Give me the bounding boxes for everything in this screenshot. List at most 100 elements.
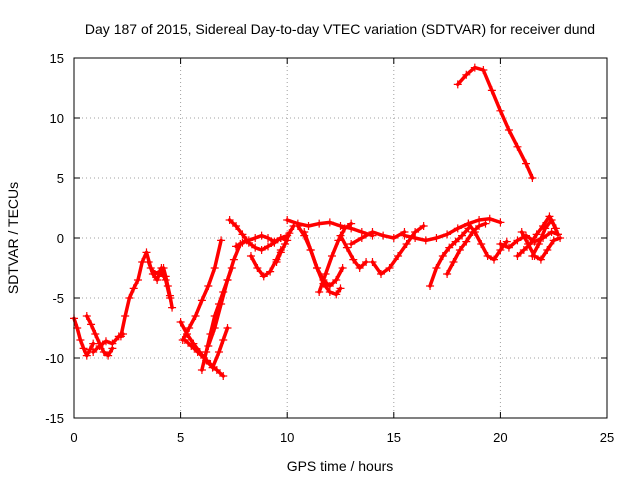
data-point — [244, 236, 253, 245]
data-point — [82, 351, 91, 360]
x-axis-label: GPS time / hours — [287, 458, 394, 474]
data-point — [325, 218, 334, 227]
data-point — [368, 228, 377, 236]
data-point — [547, 228, 556, 236]
series-line — [456, 65, 535, 180]
data-point — [89, 348, 98, 356]
data-point — [238, 230, 247, 239]
series-arc21 — [347, 228, 409, 248]
data-point — [251, 243, 260, 252]
series-arc8 — [178, 236, 226, 344]
data-point — [534, 240, 543, 248]
data-point — [272, 258, 281, 266]
y-tick-label: -15 — [45, 411, 64, 426]
data-point — [206, 360, 215, 368]
data-point — [276, 248, 285, 257]
series-arc27 — [453, 63, 537, 182]
data-point — [180, 336, 189, 344]
y-tick-label: 10 — [50, 111, 64, 126]
data-point — [204, 282, 213, 290]
data-point — [161, 272, 170, 281]
data-point — [217, 300, 226, 308]
data-point — [197, 366, 206, 374]
data-point — [210, 324, 219, 332]
data-point — [73, 324, 82, 332]
series-arc24 — [426, 224, 473, 290]
data-point — [377, 270, 386, 278]
data-point — [315, 288, 324, 296]
chart-title: Day 187 of 2015, Sidereal Day-to-day VTE… — [85, 21, 595, 37]
data-point — [357, 234, 366, 242]
data-point — [481, 219, 490, 228]
data-point — [453, 224, 462, 233]
data-point — [87, 320, 96, 329]
data-point — [219, 336, 228, 344]
data-point — [232, 242, 241, 251]
data-point — [225, 216, 234, 224]
data-point — [283, 216, 292, 224]
data-point — [349, 255, 358, 264]
data-point — [490, 255, 499, 264]
data-point — [521, 159, 530, 168]
data-point — [449, 258, 458, 266]
series-line — [402, 217, 503, 243]
data-point — [253, 264, 262, 272]
data-point — [517, 228, 526, 236]
series-line — [349, 230, 407, 246]
data-point — [528, 252, 537, 260]
data-point — [475, 222, 484, 230]
data-point — [536, 255, 545, 264]
data-point — [470, 228, 479, 236]
data-point — [513, 252, 522, 260]
data-point — [483, 252, 492, 260]
data-point — [411, 234, 420, 242]
series-arc31 — [528, 216, 562, 260]
data-point — [104, 351, 113, 360]
data-point — [223, 276, 232, 284]
data-point — [485, 214, 494, 223]
data-point — [306, 246, 315, 254]
series-line — [317, 221, 353, 294]
data-point — [547, 216, 556, 224]
data-point — [95, 342, 104, 350]
data-point — [543, 246, 552, 254]
data-point — [419, 222, 428, 230]
data-point — [347, 240, 356, 248]
y-tick-label: -10 — [45, 351, 64, 366]
x-tick-label: 0 — [70, 430, 77, 445]
data-point — [129, 284, 138, 293]
series-arc14 — [246, 246, 285, 281]
data-point — [541, 224, 550, 233]
data-point — [340, 224, 349, 233]
series-arc28 — [496, 228, 562, 252]
data-point — [321, 270, 330, 278]
data-point — [385, 264, 394, 272]
data-point — [443, 270, 452, 278]
data-point — [332, 276, 341, 284]
data-point — [462, 70, 471, 79]
y-axis-label: SDTVAR / TECUs — [5, 182, 21, 294]
x-tick-label: 5 — [177, 430, 184, 445]
data-point — [426, 282, 435, 290]
data-point — [400, 231, 409, 240]
data-point — [79, 344, 88, 353]
data-point — [524, 240, 533, 248]
data-point — [519, 246, 528, 254]
series-arc20 — [336, 231, 371, 272]
data-point — [394, 252, 403, 260]
data-point — [197, 296, 206, 305]
data-point — [347, 219, 356, 228]
data-point — [264, 242, 273, 251]
data-point — [108, 339, 117, 348]
data-point — [217, 236, 226, 245]
data-point — [487, 86, 496, 95]
data-point — [257, 231, 266, 240]
data-point — [502, 237, 511, 246]
data-point — [251, 234, 260, 242]
data-point — [232, 222, 241, 230]
y-tick-label: 5 — [57, 171, 64, 186]
series-arc4 — [116, 248, 168, 341]
data-point — [148, 270, 157, 278]
data-point — [257, 246, 266, 254]
data-point — [336, 284, 345, 293]
